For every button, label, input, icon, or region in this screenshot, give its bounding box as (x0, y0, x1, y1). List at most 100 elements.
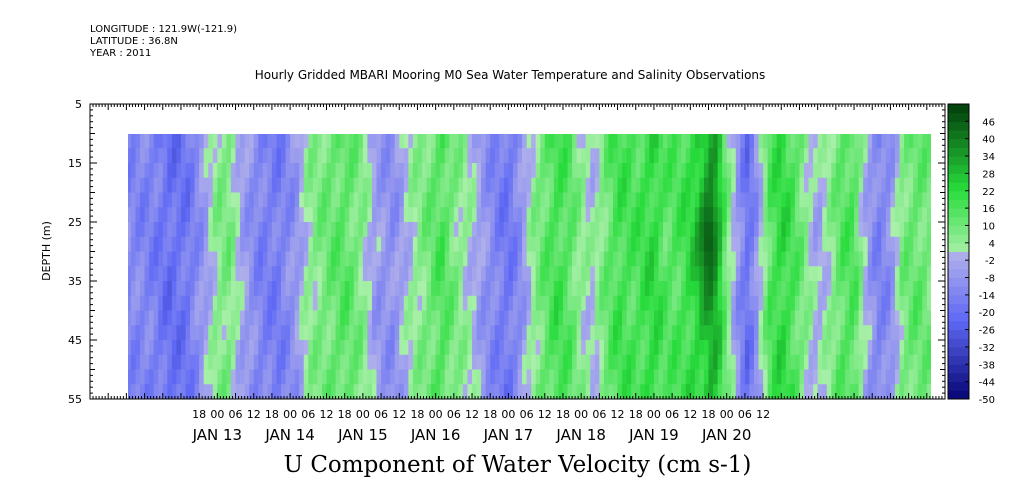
heatmap-cell (763, 236, 769, 253)
heatmap-cell (603, 295, 610, 312)
heatmap-cell (558, 310, 564, 326)
heatmap-cell (753, 384, 760, 399)
heatmap-cell (699, 163, 705, 179)
heatmap-cell (467, 325, 473, 341)
heatmap-cell (358, 163, 364, 179)
heatmap-cell (549, 281, 555, 297)
heatmap-cell (371, 148, 378, 164)
heatmap-cell (931, 311, 936, 326)
heatmap-cell (708, 192, 714, 208)
heatmap-cell (449, 340, 455, 356)
heatmap-cell (572, 207, 578, 223)
heatmap-cell (558, 281, 564, 297)
heatmap-cell (703, 266, 710, 282)
heatmap-cell (572, 251, 578, 267)
heatmap-cell (799, 266, 805, 282)
heatmap-cell (153, 384, 159, 399)
heatmap-cell (872, 281, 878, 297)
heatmap-cell (462, 384, 469, 399)
heatmap-cell (271, 207, 278, 223)
heatmap-cell (153, 236, 159, 253)
heatmap-cell (458, 207, 464, 223)
heatmap-cell (922, 148, 928, 164)
heatmap-cell (426, 325, 432, 341)
heatmap-cell (435, 310, 441, 326)
heatmap-cell (813, 207, 819, 223)
heatmap-cell (331, 207, 337, 223)
heatmap-cell (235, 266, 241, 282)
heatmap-cell (562, 207, 569, 223)
heatmap-cell (567, 251, 573, 267)
heatmap-cell (849, 310, 855, 326)
heatmap-cell (271, 266, 278, 282)
heatmap-cell (872, 163, 878, 179)
heatmap-cell (608, 369, 614, 385)
heatmap-cell (135, 310, 141, 326)
heatmap-cell (394, 281, 400, 297)
heatmap-cell (212, 325, 218, 341)
heatmap-cell (626, 354, 632, 371)
heatmap-cell (544, 266, 550, 282)
heatmap-cell (331, 236, 337, 253)
heatmap-cell (549, 384, 555, 399)
heatmap-cell (626, 177, 632, 194)
heatmap-cell (271, 148, 278, 164)
heatmap-cell (453, 310, 459, 326)
heatmap-cell (162, 148, 168, 164)
heatmap-cell (681, 177, 687, 194)
heatmap-cell (931, 222, 936, 237)
heatmap-cell (230, 177, 237, 194)
heatmap-cell (180, 207, 187, 223)
heatmap-cell (549, 369, 555, 385)
heatmap-cell (576, 325, 582, 341)
heatmap-cell (826, 222, 832, 238)
heatmap-cell (435, 295, 441, 312)
heatmap-cell (831, 384, 837, 399)
heatmap-cell (544, 148, 550, 164)
heatmap-cell (872, 177, 878, 194)
heatmap-cell (522, 192, 528, 208)
heatmap-cell (512, 266, 519, 282)
heatmap-cell (767, 134, 773, 149)
heatmap-cell (844, 384, 851, 399)
heatmap-cell (512, 207, 519, 223)
heatmap-cell (635, 222, 641, 238)
heatmap-cell (140, 369, 146, 385)
heatmap-cell (753, 236, 760, 253)
heatmap-cell (672, 266, 678, 282)
heatmap-cell (449, 369, 455, 385)
heatmap-cell (458, 369, 464, 385)
heatmap-cell (358, 251, 364, 267)
heatmap-cell (203, 369, 209, 385)
heatmap-cell (412, 354, 419, 371)
heatmap-cell (740, 207, 746, 223)
heatmap-cell (635, 325, 641, 341)
heatmap-cell (758, 134, 764, 149)
heatmap-cell (517, 222, 523, 238)
heatmap-cell (421, 310, 428, 326)
heatmap-cell (508, 177, 514, 194)
heatmap-cell (412, 325, 419, 341)
heatmap-cell (403, 148, 409, 164)
heatmap-cell (472, 325, 478, 341)
heatmap-cell (603, 236, 610, 253)
colorbar-swatch (948, 182, 969, 192)
heatmap-cell (403, 266, 409, 282)
heatmap-cell (531, 310, 537, 326)
heatmap-cell (381, 163, 387, 179)
heatmap-cell (854, 325, 860, 341)
heatmap-cell (458, 354, 464, 371)
heatmap-cell (281, 134, 287, 149)
colorbar-swatch (948, 112, 969, 122)
heatmap-cell (531, 340, 537, 356)
heatmap-cell (517, 163, 523, 179)
heatmap-cell (522, 222, 528, 238)
heatmap-cell (394, 177, 400, 194)
heatmap-cell (522, 236, 528, 253)
heatmap-cell (553, 384, 560, 399)
heatmap-cell (844, 295, 851, 312)
heatmap-cell (672, 310, 678, 326)
heatmap-cell (922, 281, 928, 297)
heatmap-cell (399, 192, 405, 208)
heatmap-cell (299, 192, 305, 208)
